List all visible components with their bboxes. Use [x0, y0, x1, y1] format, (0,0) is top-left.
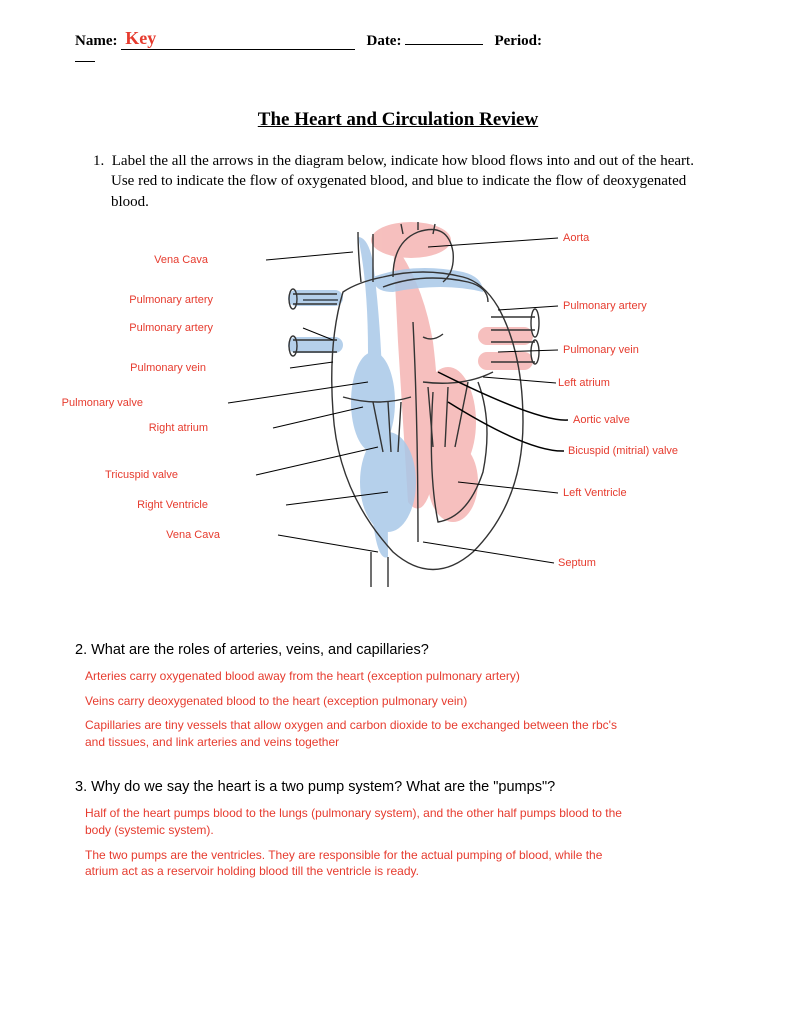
diagram-label-right: Bicuspid (mitrial) valve: [568, 445, 678, 457]
q1-number: 1.: [93, 153, 104, 169]
diagram-label-left: Pulmonary artery: [129, 294, 213, 306]
diagram-label-left: Tricuspid valve: [105, 469, 178, 481]
q3-answer-2: The two pumps are the ventricles. They a…: [85, 847, 625, 881]
question-3: 3. Why do we say the heart is a two pump…: [75, 779, 721, 880]
date-blank: [405, 44, 483, 45]
diagram-label-right: Septum: [558, 557, 596, 569]
header: Name: Key Date: Period:: [75, 28, 721, 50]
diagram-label-right: Pulmonary vein: [563, 344, 639, 356]
heart-diagram: Vena Cava Pulmonary artery Pulmonary arter…: [78, 222, 718, 602]
period-label: Period:: [494, 33, 541, 49]
diagram-label-right: Aorta: [563, 232, 589, 244]
page-title: The Heart and Circulation Review: [75, 109, 721, 131]
diagram-label-left: Pulmonary artery: [129, 322, 213, 334]
diagram-label-left: Right atrium: [149, 422, 208, 434]
question-2: 2. What are the roles of arteries, veins…: [75, 642, 721, 751]
diagram-label-right: Pulmonary artery: [563, 300, 647, 312]
heart-svg: [273, 222, 553, 592]
diagram-label-left: Pulmonary vein: [130, 362, 206, 374]
name-value: Key: [121, 28, 355, 50]
diagram-label-left: Vena Cava: [166, 529, 220, 541]
question-1: 1. Label the all the arrows in the diagr…: [93, 151, 721, 212]
worksheet-page: Name: Key Date: Period: The Heart and Ci…: [0, 0, 791, 1024]
diagram-label-left: Vena Cava: [154, 254, 208, 266]
diagram-label-right: Left atrium: [558, 377, 610, 389]
q1-text: Label the all the arrows in the diagram …: [111, 153, 694, 210]
name-label: Name:: [75, 33, 117, 49]
q2-answer-2: Veins carry deoxygenated blood to the he…: [85, 693, 625, 710]
diagram-label-left: Pulmonary valve: [62, 397, 143, 409]
diagram-label-right: Left Ventricle: [563, 487, 627, 499]
q3-heading: 3. Why do we say the heart is a two pump…: [75, 779, 721, 795]
q2-answer-1: Arteries carry oxygenated blood away fro…: [85, 668, 625, 685]
q3-answer-1: Half of the heart pumps blood to the lun…: [85, 805, 625, 839]
q2-heading: 2. What are the roles of arteries, veins…: [75, 642, 721, 658]
period-blank: [75, 61, 95, 62]
diagram-label-left: Right Ventricle: [137, 499, 208, 511]
diagram-label-right: Aortic valve: [573, 414, 630, 426]
q2-answer-3: Capillaries are tiny vessels that allow …: [85, 717, 625, 751]
date-label: Date:: [366, 33, 401, 49]
